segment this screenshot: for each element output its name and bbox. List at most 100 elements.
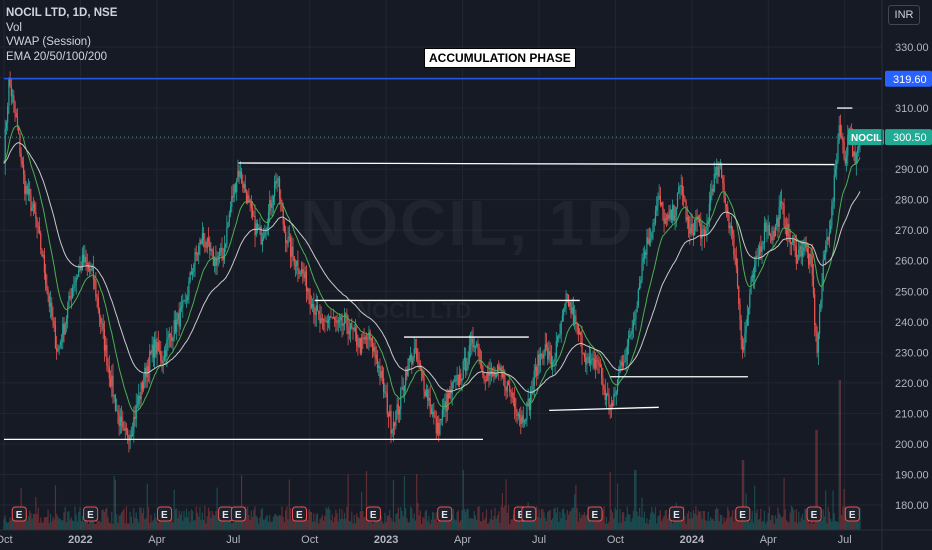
candle-body [7,106,9,123]
currency-button[interactable]: INR [888,5,920,25]
volume-bar [757,520,759,530]
candle-body [529,390,532,410]
candle-body [221,247,223,256]
candle-body [405,369,407,386]
candle-body [609,404,611,408]
volume-bar [656,523,658,530]
indicator-vwap[interactable]: VWAP (Session) [6,36,91,48]
candle-body [634,319,636,321]
candle-body [253,215,255,217]
volume-bar [651,507,653,530]
candle-body [429,398,431,409]
volume-bar [4,515,6,530]
volume-bar [111,511,113,530]
candle-body [728,214,730,229]
volume-bar [554,507,556,530]
candle-body [463,357,466,361]
volume-bar [402,516,404,530]
candle-body [199,240,201,247]
candle-body [493,371,495,376]
candle-body [364,336,366,340]
candle-body [168,333,170,338]
volume-bar [594,522,597,530]
volume-bar [490,509,492,530]
candle-body [177,313,179,320]
volume-bar [151,521,153,530]
volume-bar [135,512,137,530]
candle-body [188,281,190,297]
volume-bar [452,508,455,530]
candle-body [53,321,55,326]
volume-bar [663,515,665,530]
volume-bar [60,520,63,530]
volume-bar [59,518,61,530]
candle-body [494,371,496,378]
volume-bar [506,512,508,530]
candle-body [29,188,31,195]
candle-body [250,202,252,208]
candle-body [407,358,409,376]
volume-bar [854,520,856,530]
candle-body [70,297,72,299]
candle-body [837,140,839,162]
volume-bar [323,520,325,530]
volume-bar [685,523,687,530]
volume-bar [485,509,488,530]
candle-body [760,246,762,252]
candle-body [105,344,107,351]
candle-body [269,199,271,212]
volume-bar [722,523,724,530]
volume-bar [258,523,260,530]
volume-bar [75,514,77,530]
candle-body [217,256,219,259]
candle-body [331,317,333,318]
candle-body [293,256,295,266]
volume-bar [830,518,832,530]
candle-body [233,184,235,198]
volume-bar [446,520,448,530]
volume-bar [385,522,387,530]
volume-bar [541,508,543,530]
volume-bar [117,522,119,530]
y-tick-label: 240.00 [895,317,929,329]
volume-bar [593,514,595,530]
volume-bar [407,521,409,530]
candle-body [548,351,550,360]
volume-bar [358,518,360,530]
candle-body [211,249,213,252]
candle-body [827,237,829,241]
candle-body [749,294,751,308]
volume-bar [150,514,152,530]
volume-bar [214,515,216,530]
volume-bar [231,523,233,530]
volume-bar [572,507,575,530]
candle-body [101,323,103,325]
candle-body [844,158,846,164]
candle-body [664,218,666,224]
candle-body [817,333,819,353]
candle-body [155,339,157,355]
candle-body [432,411,434,414]
volume-bar [46,516,48,530]
volume-bar [103,511,106,530]
candle-body [594,359,597,368]
volume-bar [78,511,80,530]
candle-body [745,325,747,334]
indicator-vol[interactable]: Vol [6,21,22,34]
volume-bar [308,509,310,530]
candle-body [712,188,714,192]
volume-bar [447,520,450,530]
volume-bar [659,510,661,530]
earnings-label: E [811,510,818,521]
y-tick-label: 190.00 [895,469,929,481]
candle-body [56,348,58,352]
symbol-title[interactable]: NOCIL LTD, 1D, NSE [6,7,118,19]
volume-bar [166,521,168,530]
indicator-ema[interactable]: EMA 20/50/100/200 [6,50,108,63]
candle-body [804,243,806,248]
candle-body [228,213,230,223]
volume-bar [484,517,486,530]
volume-bar [198,516,200,530]
candle-body [722,177,724,184]
